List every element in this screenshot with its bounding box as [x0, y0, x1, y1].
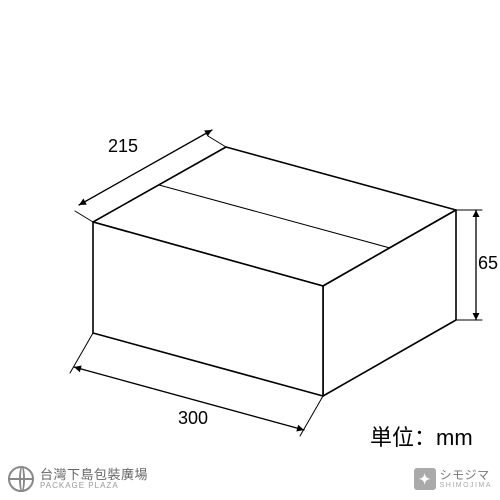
diagram-stage: 215 300 65 単位：mm 台灣下島包裝廣場 PACKAGE PLAZA … — [0, 0, 500, 500]
globe-icon — [8, 466, 34, 492]
shimojima-icon: ✦ — [414, 468, 436, 490]
right-brand-sub: SHIMOJIMA — [440, 482, 492, 489]
left-brand-sub: PACKAGE PLAZA — [40, 481, 148, 490]
left-brand-text: 台灣下島包裝廣場 — [40, 468, 148, 482]
footer-left-brand: 台灣下島包裝廣場 PACKAGE PLAZA — [0, 466, 148, 492]
unit-label: 単位：mm — [370, 420, 473, 452]
footer: 台灣下島包裝廣場 PACKAGE PLAZA ✦ シモジマ SHIMOJIMA — [0, 458, 500, 500]
footer-right-brand: ✦ シモジマ SHIMOJIMA — [414, 468, 500, 490]
depth-label: 215 — [108, 136, 138, 157]
right-brand-text: シモジマ — [440, 469, 492, 482]
width-label: 300 — [178, 408, 208, 429]
height-label: 65 — [478, 253, 498, 274]
